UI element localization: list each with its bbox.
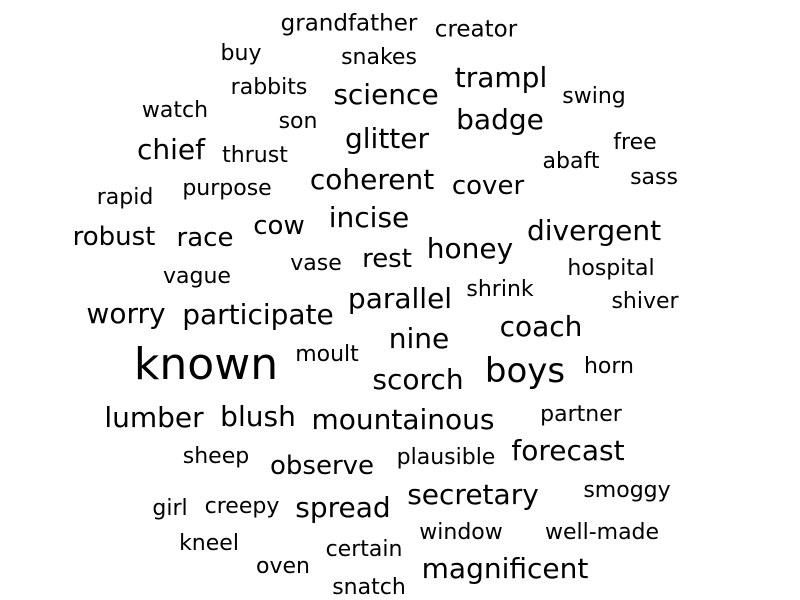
- cloud-word: girl: [152, 496, 188, 521]
- cloud-word: snatch: [332, 575, 406, 600]
- cloud-word: observe: [269, 451, 375, 481]
- cloud-word: creator: [434, 16, 518, 43]
- cloud-word: boys: [484, 351, 566, 391]
- cloud-word: vase: [290, 251, 342, 276]
- cloud-word: hospital: [567, 256, 655, 281]
- cloud-word: known: [133, 339, 279, 390]
- cloud-word: oven: [256, 554, 310, 579]
- cloud-word: horn: [583, 354, 635, 379]
- cloud-word: robust: [72, 222, 156, 252]
- cloud-word: window: [419, 520, 503, 545]
- cloud-word: participate: [182, 298, 334, 331]
- cloud-word: coach: [499, 310, 583, 343]
- cloud-word: race: [176, 223, 234, 253]
- cloud-word: badge: [456, 103, 544, 136]
- cloud-word: chief: [136, 133, 206, 166]
- cloud-word: incise: [328, 201, 410, 234]
- cloud-word: mountainous: [311, 403, 495, 436]
- cloud-word: scorch: [372, 363, 464, 396]
- cloud-word: plausible: [396, 445, 496, 470]
- cloud-word: smoggy: [583, 478, 671, 503]
- cloud-word: shrink: [466, 277, 534, 302]
- cloud-word: glitter: [344, 122, 430, 155]
- cloud-word: creepy: [204, 494, 280, 519]
- cloud-word: science: [333, 78, 439, 111]
- cloud-word: swing: [562, 84, 626, 109]
- cloud-word: trampl: [454, 61, 548, 94]
- cloud-word: rabbits: [230, 75, 308, 100]
- cloud-word: blush: [220, 400, 296, 433]
- cloud-word: lumber: [104, 401, 204, 434]
- cloud-word: nine: [388, 322, 450, 355]
- cloud-word: coherent: [309, 163, 435, 196]
- cloud-word: forecast: [511, 434, 625, 467]
- cloud-word: worry: [86, 297, 166, 330]
- cloud-word: shiver: [611, 289, 679, 314]
- cloud-word: cow: [253, 211, 305, 241]
- cloud-word: snakes: [341, 45, 417, 70]
- cloud-word: partner: [540, 402, 622, 427]
- cloud-word: parallel: [347, 282, 453, 315]
- cloud-word: cover: [451, 171, 525, 201]
- cloud-word: moult: [295, 342, 359, 367]
- cloud-word: divergent: [526, 214, 662, 247]
- cloud-word: rapid: [96, 185, 154, 210]
- cloud-word: sheep: [182, 444, 250, 469]
- cloud-word: secretary: [407, 478, 539, 511]
- cloud-word: honey: [426, 232, 514, 265]
- cloud-word: magnificent: [421, 552, 589, 585]
- cloud-word: grandfather: [280, 10, 418, 37]
- cloud-word: purpose: [182, 176, 272, 201]
- cloud-word: kneel: [179, 531, 239, 556]
- cloud-word: watch: [141, 98, 209, 123]
- cloud-word: son: [278, 109, 318, 134]
- cloud-word: buy: [220, 41, 262, 66]
- cloud-word: thrust: [222, 143, 288, 168]
- cloud-word: spread: [295, 491, 391, 524]
- cloud-word: abaft: [542, 149, 600, 174]
- cloud-word: vague: [163, 264, 231, 289]
- cloud-word: sass: [630, 165, 678, 190]
- cloud-word: rest: [362, 244, 412, 274]
- cloud-word: free: [613, 130, 657, 155]
- cloud-word: certain: [325, 537, 403, 562]
- cloud-word: well-made: [544, 520, 660, 545]
